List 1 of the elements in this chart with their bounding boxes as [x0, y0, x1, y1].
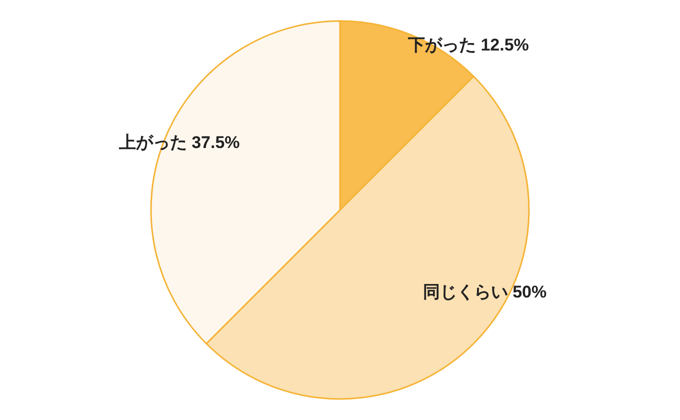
slice-label: 同じくらい 50%	[422, 282, 547, 302]
